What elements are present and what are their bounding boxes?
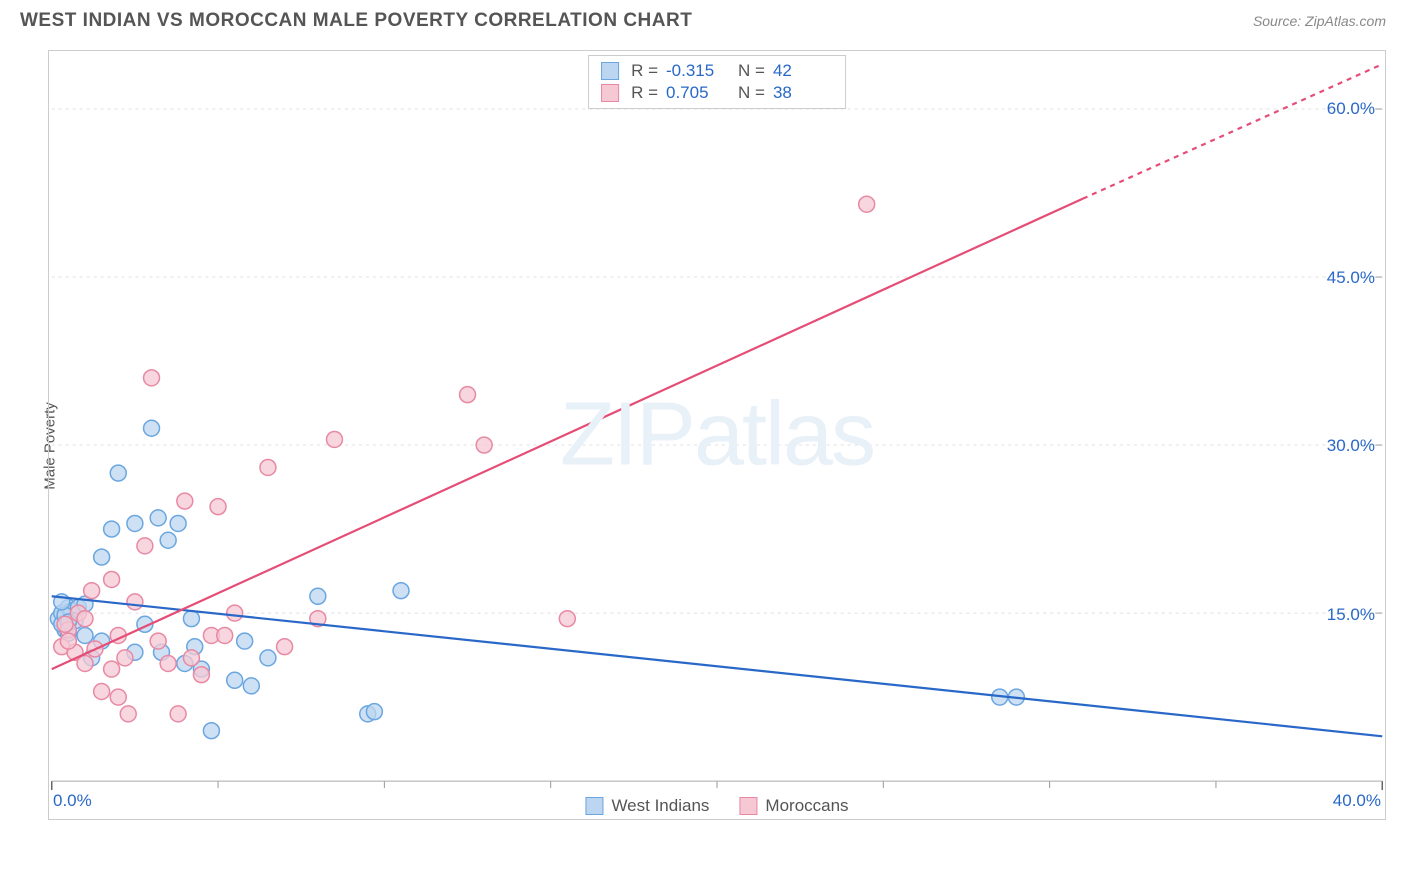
scatter-plot-svg bbox=[49, 51, 1385, 819]
x-tick-label: 40.0% bbox=[1333, 791, 1381, 811]
y-tick-label: 45.0% bbox=[1327, 268, 1375, 288]
swatch-series-0 bbox=[601, 62, 619, 80]
series-name-0: West Indians bbox=[611, 796, 709, 816]
r-label: R = bbox=[631, 61, 658, 81]
legend-row-series-0: R = -0.315 N = 42 bbox=[601, 60, 833, 82]
series-legend: West Indians Moroccans bbox=[585, 796, 848, 816]
swatch-series-1-b bbox=[739, 797, 757, 815]
r-value-0: -0.315 bbox=[666, 61, 726, 81]
n-value-0: 42 bbox=[773, 61, 833, 81]
chart-title: WEST INDIAN VS MOROCCAN MALE POVERTY COR… bbox=[20, 10, 692, 32]
swatch-series-0-b bbox=[585, 797, 603, 815]
r-value-1: 0.705 bbox=[666, 83, 726, 103]
series-name-1: Moroccans bbox=[765, 796, 848, 816]
y-tick-label: 30.0% bbox=[1327, 436, 1375, 456]
legend-item-1: Moroccans bbox=[739, 796, 848, 816]
legend-row-series-1: R = 0.705 N = 38 bbox=[601, 82, 833, 104]
n-label: N = bbox=[738, 83, 765, 103]
source-attribution: Source: ZipAtlas.com bbox=[1253, 13, 1386, 29]
n-label: N = bbox=[738, 61, 765, 81]
correlation-legend-box: R = -0.315 N = 42 R = 0.705 N = 38 bbox=[588, 55, 846, 109]
chart-area: ZIPatlas R = -0.315 N = 42 R = 0.705 N =… bbox=[48, 50, 1386, 820]
swatch-series-1 bbox=[601, 84, 619, 102]
legend-item-0: West Indians bbox=[585, 796, 709, 816]
n-value-1: 38 bbox=[773, 83, 833, 103]
r-label: R = bbox=[631, 83, 658, 103]
y-tick-label: 15.0% bbox=[1327, 605, 1375, 625]
x-tick-label: 0.0% bbox=[53, 791, 92, 811]
y-tick-label: 60.0% bbox=[1327, 99, 1375, 119]
